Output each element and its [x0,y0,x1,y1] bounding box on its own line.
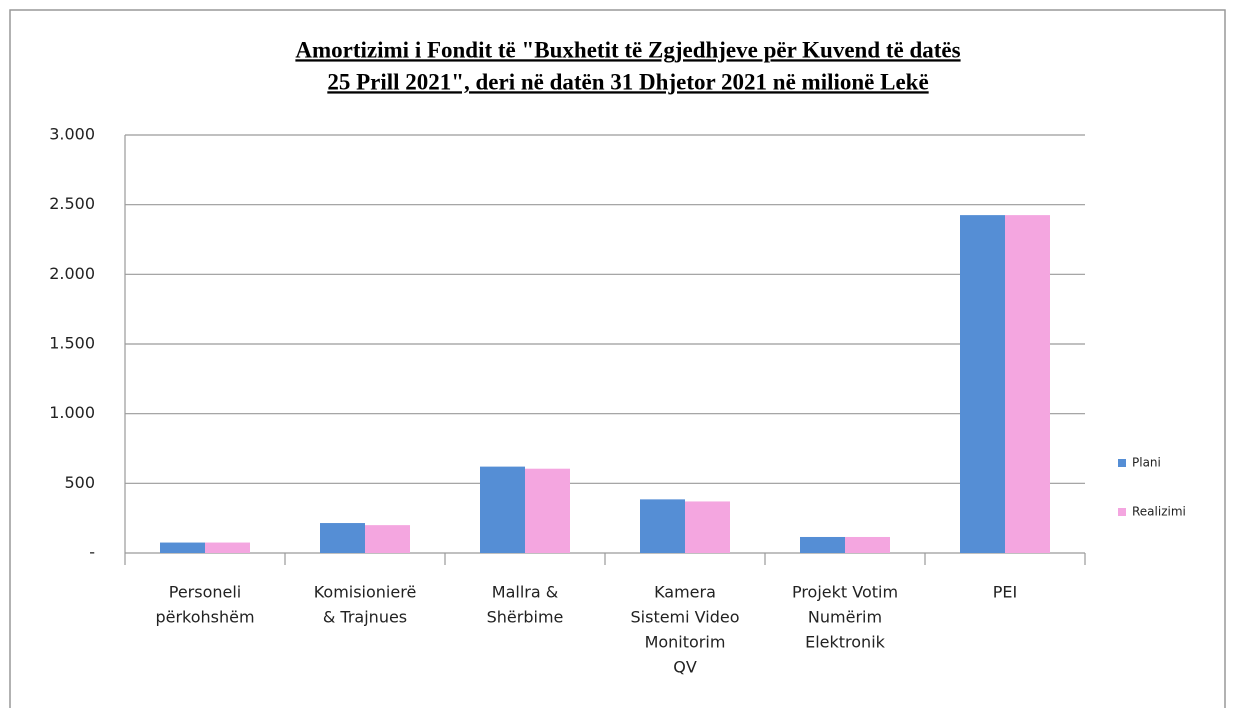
x-tick-label: Komisionierë [314,583,417,602]
legend-label: Plani [1132,456,1161,470]
chart-title: Amortizimi i Fondit të "Buxhetit të Zgje… [295,37,960,62]
chart-title: 25 Prill 2021", deri në datën 31 Dhjetor… [327,69,928,94]
x-tick-label: Personeli [169,583,242,602]
bar [365,525,410,553]
bar [685,501,730,553]
bar [160,542,205,553]
x-tick-label: Kamera [654,583,716,602]
bar [205,542,250,553]
y-tick-label: 500 [64,473,95,492]
x-tick-label: QV [673,658,697,677]
x-tick-label: Monitorim [645,633,726,652]
x-tick-label: Mallra & [492,583,558,602]
x-tick-label: përkohshëm [155,608,254,627]
bar [320,523,365,553]
bar [960,215,1005,553]
x-tick-label: Numërim [808,608,882,627]
x-tick-label: Shërbime [487,608,564,627]
bar [800,536,845,553]
x-tick-label: Projekt Votim [792,583,898,602]
x-tick-label: Elektronik [805,633,886,652]
bar [1005,215,1050,553]
bar [845,536,890,553]
y-tick-label: 2.000 [49,264,95,283]
bar [640,499,685,553]
y-tick-label: 2.500 [49,194,95,213]
bar [525,468,570,553]
legend-swatch [1118,459,1126,467]
x-tick-label: Sistemi Video [631,608,740,627]
y-tick-label: - [89,543,95,562]
legend-swatch [1118,508,1126,516]
x-tick-label: PEI [993,583,1017,602]
legend-label: Realizimi [1132,505,1186,519]
x-tick-label: & Trajnues [323,608,407,627]
y-tick-label: 3.000 [49,125,95,144]
bar [480,466,525,553]
y-tick-label: 1.000 [49,403,95,422]
y-tick-label: 1.500 [49,334,95,353]
